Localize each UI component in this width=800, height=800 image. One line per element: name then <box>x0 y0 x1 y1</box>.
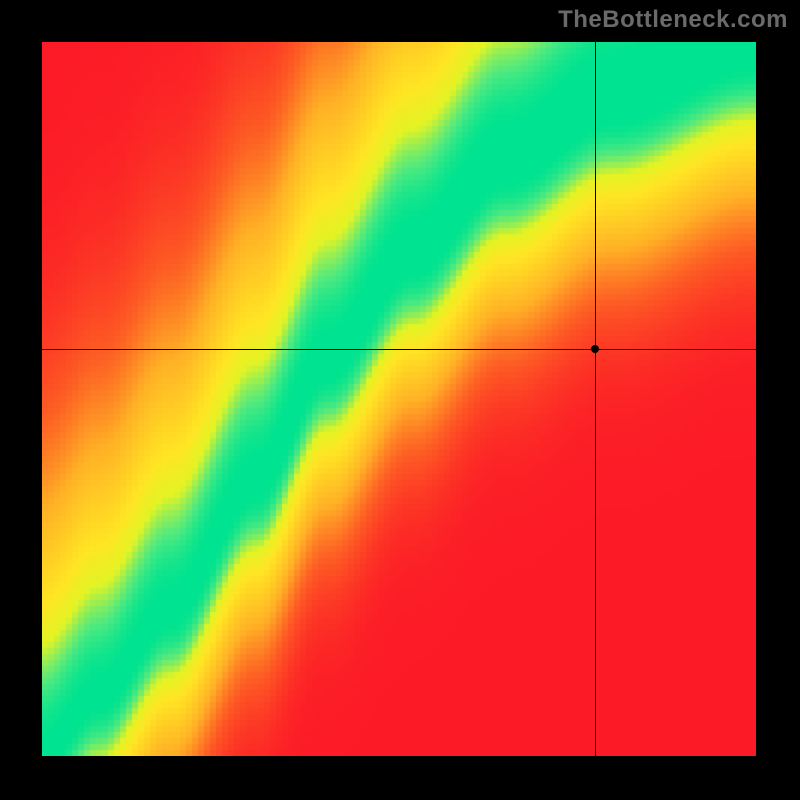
plot-frame <box>42 42 756 756</box>
crosshair-horizontal <box>42 349 756 350</box>
chart-container: TheBottleneck.com <box>0 0 800 800</box>
watermark-text: TheBottleneck.com <box>558 6 788 34</box>
gradient-heatmap <box>42 42 756 756</box>
crosshair-marker[interactable] <box>591 345 599 353</box>
crosshair-vertical <box>595 42 596 756</box>
